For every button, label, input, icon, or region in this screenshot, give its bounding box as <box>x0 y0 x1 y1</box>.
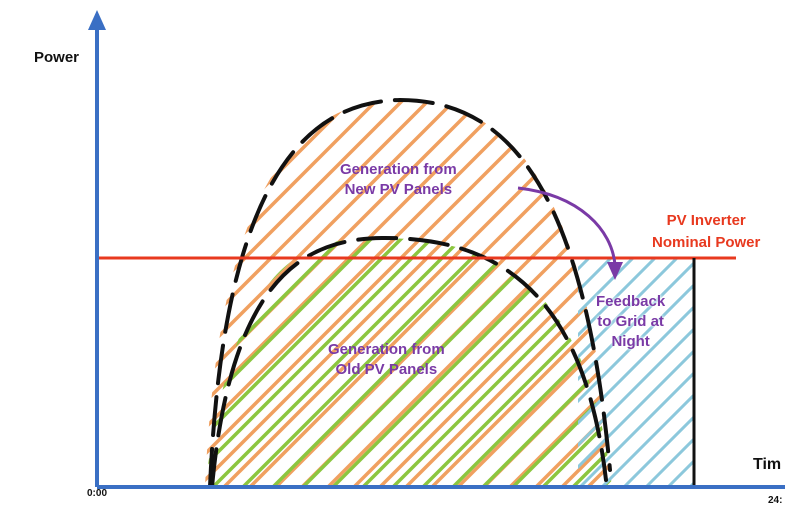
old-panels-hatch-line <box>421 238 612 487</box>
new-panels-label-line-2: New PV Panels <box>344 181 453 198</box>
feedback-hatch-line <box>578 259 679 360</box>
old-panels-hatch-line <box>211 238 472 487</box>
old-panels-hatch-line <box>205 238 442 487</box>
new-panels-hatch-line <box>352 100 612 487</box>
new-panels-hatch-line <box>508 100 612 487</box>
y-axis-arrowhead <box>88 10 106 30</box>
new-panels-hatch-line <box>205 100 540 487</box>
feedback-hatch-line <box>578 282 694 404</box>
feedback-arrow <box>517 186 617 266</box>
old-panels-hatch-line <box>205 238 382 487</box>
new-panels-hatch-line <box>326 100 612 487</box>
old-panels-hatch-line <box>271 238 532 487</box>
new-panels-hatch-line <box>205 100 436 487</box>
feedback-hatch-line <box>578 260 694 382</box>
nominal-power-label-line-1: PV Inverter <box>666 212 746 229</box>
new-panels-hatch-line <box>0 95 200 487</box>
x-axis-label: Tim <box>753 456 782 473</box>
old-panels-hatch-line <box>0 230 200 487</box>
old-panels-hatch-line <box>205 238 412 487</box>
feedback-hatch-line <box>578 259 657 338</box>
old-panels-label-line-2: Old PV Panels <box>335 361 438 378</box>
new-panels-hatch-line <box>248 100 612 487</box>
new-panels-hatch-line <box>430 100 612 487</box>
new-panels-label-line-1: Generation from <box>340 161 457 178</box>
nominal-power-label: PV Inverter Nominal Power <box>652 210 760 254</box>
x-start-tick: 0:00 <box>87 488 108 499</box>
old-panels-label: Generation from Old PV Panels <box>328 340 445 380</box>
new-panels-hatch-line <box>205 100 384 487</box>
feedback-label: Feedback to Grid at Night <box>596 292 665 352</box>
feedback-label-line-3: Night <box>611 333 650 350</box>
feedback-hatch <box>578 259 694 487</box>
feedback-label-line-1: Feedback <box>596 293 666 310</box>
old-panels-hatch-line <box>241 238 502 487</box>
new-panels-outline <box>208 97 612 489</box>
new-panels-hatch-line <box>456 100 612 487</box>
nominal-power-label-line-2: Nominal Power <box>652 234 761 251</box>
feedback-hatch-line <box>578 370 694 487</box>
y-axis-label: Power <box>34 49 80 66</box>
feedback-hatch-line <box>688 480 694 487</box>
feedback-hatch-line <box>578 259 635 316</box>
new-panels-hatch-line <box>205 100 566 487</box>
old-panels-label-line-1: Generation from <box>328 341 445 358</box>
old-panels-hatch-line <box>571 238 612 487</box>
feedback-hatch-line <box>578 326 694 448</box>
feedback-hatch-line <box>622 414 694 487</box>
new-panels-hatch-line <box>205 100 592 487</box>
feedback-hatch-line <box>644 436 694 487</box>
feedback-arrowhead <box>607 262 623 280</box>
old-panels-hatch-line <box>511 238 612 487</box>
new-panels-hatch-line <box>205 100 228 487</box>
x-end-tick: 24: <box>768 495 783 506</box>
feedback-label-line-2: to Grid at <box>597 313 664 330</box>
new-panels-hatch-line <box>378 100 612 487</box>
new-panels-hatch-line <box>205 100 514 487</box>
old-panels-outline <box>210 235 608 489</box>
feedback-hatch-line <box>578 348 694 470</box>
old-panels-hatch-line <box>205 238 232 487</box>
feedback-hatch-line <box>666 458 694 487</box>
old-panels-hatch-line <box>541 238 612 487</box>
new-panels-hatch-line <box>205 100 358 487</box>
feedback-hatch-line <box>578 304 694 426</box>
feedback-hatch-line <box>600 392 694 487</box>
new-panels-hatch-line <box>205 100 462 487</box>
new-panels-hatch-line <box>274 100 612 487</box>
new-panels-label: Generation from New PV Panels <box>340 160 457 200</box>
